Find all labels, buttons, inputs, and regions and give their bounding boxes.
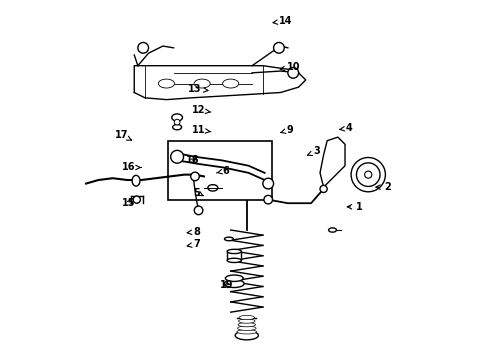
Circle shape [138, 42, 148, 53]
Circle shape [191, 172, 199, 181]
Text: 18: 18 [186, 156, 200, 165]
Circle shape [264, 195, 272, 204]
Circle shape [273, 42, 284, 53]
Text: 12: 12 [192, 105, 211, 115]
Ellipse shape [132, 175, 140, 186]
Circle shape [365, 171, 372, 178]
Text: 3: 3 [307, 147, 320, 157]
Ellipse shape [222, 79, 239, 88]
Circle shape [174, 119, 180, 125]
Ellipse shape [239, 315, 254, 320]
Text: 2: 2 [376, 182, 391, 192]
Circle shape [263, 178, 273, 189]
Bar [168, 141, 272, 200]
Circle shape [320, 185, 327, 193]
Text: 13: 13 [188, 84, 208, 94]
Text: 19: 19 [220, 280, 234, 291]
Ellipse shape [238, 326, 256, 330]
Circle shape [288, 67, 298, 78]
Circle shape [194, 206, 203, 215]
Ellipse shape [227, 249, 242, 253]
Text: 15: 15 [122, 198, 136, 208]
Circle shape [133, 196, 140, 203]
Text: 9: 9 [281, 125, 293, 135]
Ellipse shape [225, 275, 243, 282]
Text: 17: 17 [115, 130, 132, 140]
Circle shape [171, 150, 184, 163]
Text: 16: 16 [122, 162, 141, 172]
Ellipse shape [224, 280, 244, 288]
Text: 7: 7 [187, 239, 200, 249]
Text: 1: 1 [347, 202, 363, 212]
Ellipse shape [238, 323, 256, 327]
Ellipse shape [224, 237, 233, 241]
Ellipse shape [227, 258, 242, 262]
Bar [227, 251, 242, 260]
Text: 14: 14 [273, 16, 293, 26]
Ellipse shape [329, 228, 337, 232]
Text: 5: 5 [194, 188, 203, 198]
Text: 8: 8 [187, 227, 200, 237]
Text: 10: 10 [280, 63, 300, 72]
Ellipse shape [194, 79, 210, 88]
Ellipse shape [235, 331, 258, 340]
Text: 11: 11 [192, 125, 211, 135]
Ellipse shape [237, 330, 257, 334]
Text: 4: 4 [340, 123, 352, 133]
Ellipse shape [172, 114, 182, 121]
Ellipse shape [208, 185, 218, 191]
Ellipse shape [172, 125, 182, 130]
Ellipse shape [239, 319, 255, 323]
Ellipse shape [158, 79, 174, 88]
Text: 6: 6 [217, 166, 229, 176]
